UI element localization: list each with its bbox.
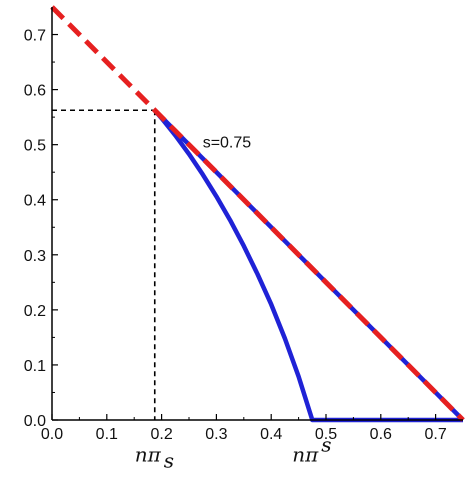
threshold-label: nπ xyxy=(292,442,319,466)
parameter-annotation: s=0.75 xyxy=(203,134,252,151)
y-tick-label: 0.1 xyxy=(24,358,46,375)
y-tick-label: 0.7 xyxy=(24,28,46,45)
axes-layer xyxy=(51,7,463,421)
y-tick-label: 0.3 xyxy=(24,248,46,265)
series-layer xyxy=(50,5,465,423)
y-tick-label: 0.0 xyxy=(24,413,46,430)
y-tick-label: 0.5 xyxy=(24,138,46,155)
y-tick-label: 0.2 xyxy=(24,303,46,320)
x-tick-label: 0.7 xyxy=(424,426,446,443)
reference-lines-layer xyxy=(52,109,156,420)
x-tick-label: 0.6 xyxy=(370,426,392,443)
y-tick-label: 0.6 xyxy=(24,83,46,100)
x-tick-label: 0.0 xyxy=(41,426,63,443)
x-tick-label: 0.2 xyxy=(150,426,172,443)
tick-labels-layer: 0.00.0 0.1 0.1 0.2 0.2 0.3 0.3 0.4 0.4 0.5 0.5 0.6 0… xyxy=(24,28,447,443)
y-tick-label: 0.4 xyxy=(24,193,46,210)
x-tick-label: 0.4 xyxy=(260,426,282,443)
threshold-subscript: s xyxy=(164,448,174,472)
x-tick-label: 0.1 xyxy=(96,426,118,443)
x-tick-label: 0.5 xyxy=(315,426,337,443)
threshold-label: nπ xyxy=(135,442,162,466)
x-tick-label: 0.3 xyxy=(205,426,227,443)
series-line-0 xyxy=(50,5,465,422)
series-line-1 xyxy=(153,108,463,423)
threshold-superscript: s xyxy=(321,432,331,456)
